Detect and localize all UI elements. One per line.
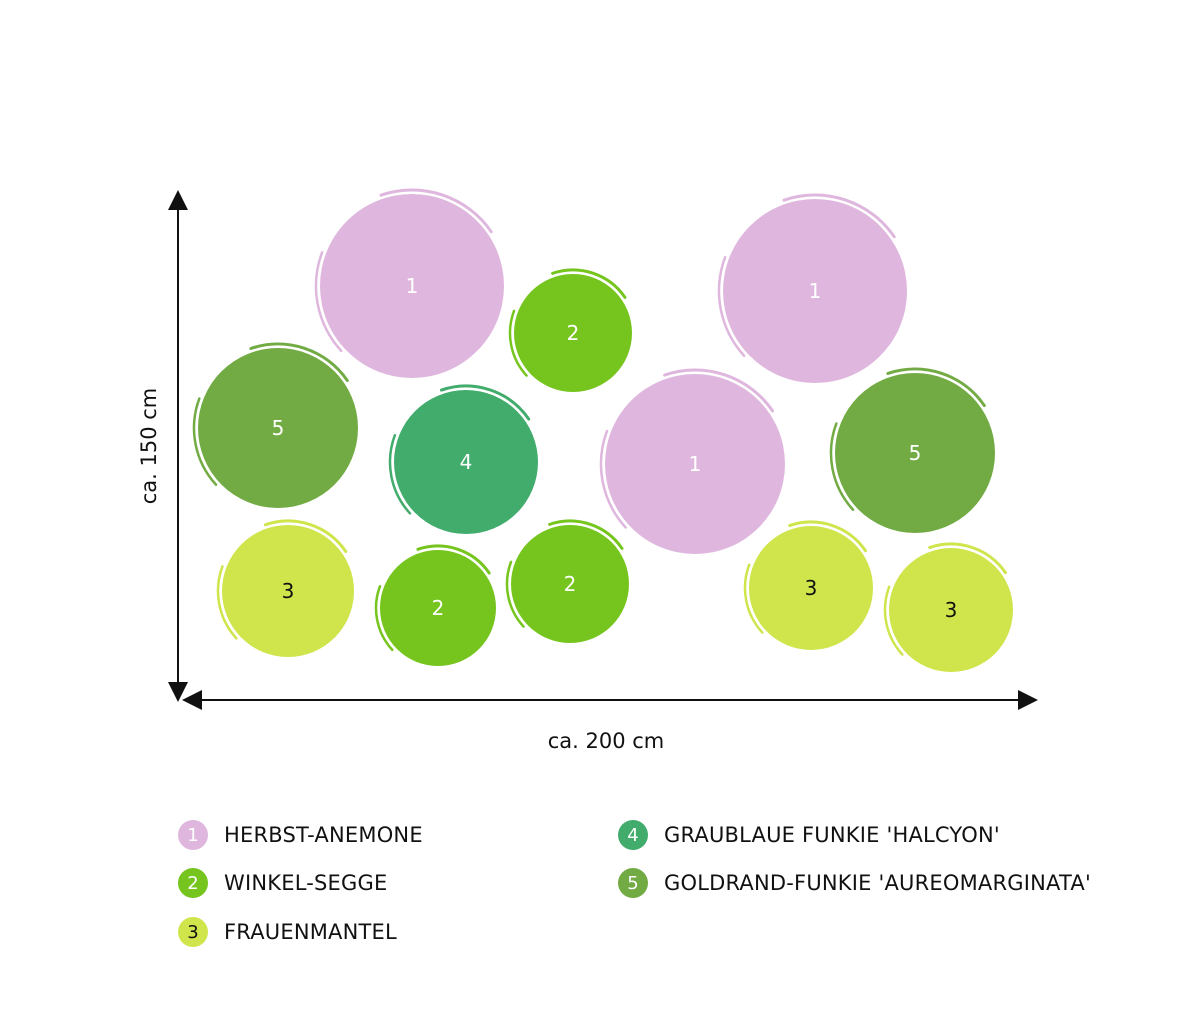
plant-circles: 1 2 1 5 4 1 5 3 2 2 3 3 <box>192 188 1013 672</box>
plant-circle-3 <box>889 548 1013 672</box>
plant-circle-brush <box>829 422 855 511</box>
plant-circle-brush <box>249 342 349 383</box>
plant-circle-1 <box>723 199 907 383</box>
plant-circle-brush <box>439 384 531 421</box>
plant-circle-brush <box>883 585 904 656</box>
plant-circle-brush <box>788 520 867 553</box>
plant-circle-4 <box>394 390 538 534</box>
plant-circle-brush <box>505 560 525 628</box>
plant-circle-5 <box>835 373 995 533</box>
plant-circle-number: 3 <box>945 598 958 622</box>
plant-circle-number: 2 <box>432 596 445 620</box>
plant-circle-number: 1 <box>406 274 419 298</box>
plant-circle-brush <box>551 268 627 299</box>
plant-circle-number: 3 <box>282 579 295 603</box>
plant-circle-number: 3 <box>805 576 818 600</box>
plant-circle-number: 1 <box>689 452 702 476</box>
plant-circle-brush <box>599 429 627 529</box>
plant-circle-1 <box>320 194 504 378</box>
plant-circle-1 <box>605 374 785 554</box>
plant-circle-brush <box>388 434 412 515</box>
width-label: ca. 200 cm <box>548 729 665 753</box>
plant-circle-number: 5 <box>909 441 922 465</box>
plant-circle-number: 4 <box>460 450 473 474</box>
plant-circle-5 <box>198 348 358 508</box>
plant-circle-brush <box>663 368 775 413</box>
plant-circle-3 <box>749 526 873 650</box>
plant-circle-brush <box>216 565 238 640</box>
plant-circle-brush <box>374 585 394 652</box>
plant-circle-number: 1 <box>809 279 822 303</box>
plant-circle-brush <box>263 519 348 553</box>
plant-circle-brush <box>743 563 764 634</box>
plant-circle-3 <box>222 525 354 657</box>
plant-circle-2 <box>514 274 632 392</box>
plant-circle-brush <box>416 544 491 575</box>
plant-circle-number: 5 <box>272 416 285 440</box>
plant-circle-brush <box>886 367 986 408</box>
plant-circle-brush <box>192 397 218 486</box>
plant-circle-brush <box>548 519 624 550</box>
plant-circle-number: 2 <box>564 572 577 596</box>
plant-circle-2 <box>511 525 629 643</box>
plant-circle-brush <box>508 309 528 377</box>
plant-circle-number: 2 <box>567 321 580 345</box>
plant-circle-brush <box>314 251 343 353</box>
plant-circle-brush <box>782 193 896 239</box>
plant-circle-brush <box>928 542 1007 575</box>
height-label: ca. 150 cm <box>137 388 161 505</box>
plant-circle-2 <box>380 550 496 666</box>
plant-circle-brush <box>379 188 493 234</box>
plant-circle-brush <box>717 256 746 358</box>
